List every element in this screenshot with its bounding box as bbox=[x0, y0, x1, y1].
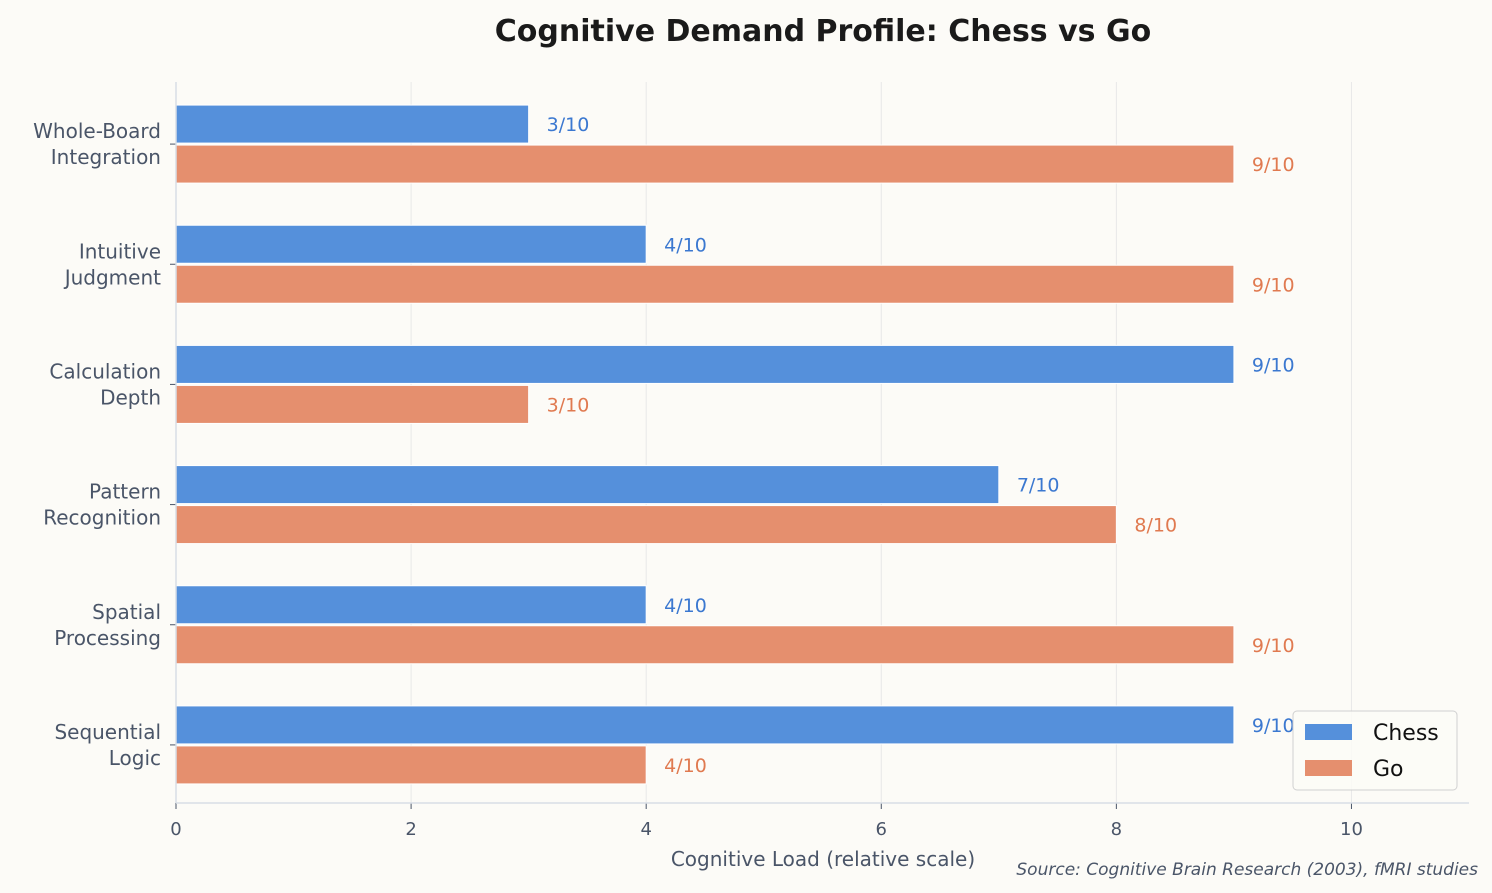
y-tick-label-line: Whole-Board bbox=[33, 119, 161, 143]
x-tick-label: 2 bbox=[405, 819, 416, 840]
x-tick-label: 10 bbox=[1340, 819, 1363, 840]
bar-chess bbox=[175, 465, 1000, 505]
bar-chess bbox=[175, 224, 647, 264]
bar-chess bbox=[175, 585, 647, 625]
data-label-go: 4/10 bbox=[664, 755, 707, 777]
y-tick-label-line: Sequential bbox=[54, 720, 161, 744]
data-label-go: 3/10 bbox=[547, 394, 590, 416]
y-tick-label-line: Intuitive bbox=[79, 239, 161, 263]
data-label-go: 9/10 bbox=[1252, 274, 1295, 296]
bar-go bbox=[175, 745, 647, 785]
legend-swatch-chess bbox=[1305, 724, 1352, 740]
source-note: Source: Cognitive Brain Research (2003),… bbox=[1016, 860, 1478, 880]
bar-go bbox=[175, 505, 1117, 545]
y-tick-label: Spatial Processing bbox=[54, 600, 161, 650]
x-tick-label: 6 bbox=[876, 819, 887, 840]
y-tick-label-line: Spatial bbox=[92, 600, 161, 624]
y-tick-label-line: Depth bbox=[100, 385, 161, 409]
data-label-go: 8/10 bbox=[1134, 515, 1177, 537]
data-label-go: 9/10 bbox=[1252, 154, 1295, 176]
x-tick-label: 8 bbox=[1111, 819, 1122, 840]
data-label-go: 9/10 bbox=[1252, 635, 1295, 657]
y-tick-label: Intuitive Judgment bbox=[63, 239, 161, 289]
y-tick-label-line: Logic bbox=[109, 746, 161, 770]
legend-label-chess: Chess bbox=[1373, 721, 1439, 746]
bar-go bbox=[175, 144, 1235, 184]
data-label-chess: 4/10 bbox=[664, 234, 707, 256]
x-axis-label: Cognitive Load (relative scale) bbox=[671, 847, 975, 871]
y-tick-label-line: Pattern bbox=[89, 480, 161, 504]
x-tick-label: 4 bbox=[640, 819, 651, 840]
data-label-chess: 3/10 bbox=[547, 114, 590, 136]
y-tick-label-line: Judgment bbox=[63, 265, 161, 289]
y-tick-label-line: Integration bbox=[51, 145, 161, 169]
y-tick-label-line: Calculation bbox=[49, 359, 161, 383]
x-tick-label: 0 bbox=[170, 819, 181, 840]
y-tick-label: Pattern Recognition bbox=[43, 480, 161, 530]
bar-go bbox=[175, 625, 1235, 665]
y-tick-label: Sequential Logic bbox=[54, 720, 161, 770]
legend: Chess Go bbox=[1292, 710, 1458, 791]
bar-chess bbox=[175, 705, 1235, 745]
bar-chess bbox=[175, 104, 530, 144]
legend-swatch-go bbox=[1305, 760, 1352, 776]
y-tick-label-line: Processing bbox=[54, 626, 161, 650]
bar-chess bbox=[175, 344, 1235, 384]
y-tick-label-line: Recognition bbox=[43, 506, 161, 530]
bar-go bbox=[175, 384, 530, 424]
legend-label-go: Go bbox=[1373, 757, 1404, 782]
y-tick-label: Calculation Depth bbox=[49, 359, 161, 409]
y-tick-label: Whole-Board Integration bbox=[33, 119, 161, 169]
chart-title: Cognitive Demand Profile: Chess vs Go bbox=[495, 14, 1151, 49]
data-label-chess: 9/10 bbox=[1252, 715, 1295, 737]
data-label-chess: 4/10 bbox=[664, 595, 707, 617]
data-label-chess: 9/10 bbox=[1252, 354, 1295, 376]
data-label-chess: 7/10 bbox=[1017, 475, 1060, 497]
bar-go bbox=[175, 264, 1235, 304]
